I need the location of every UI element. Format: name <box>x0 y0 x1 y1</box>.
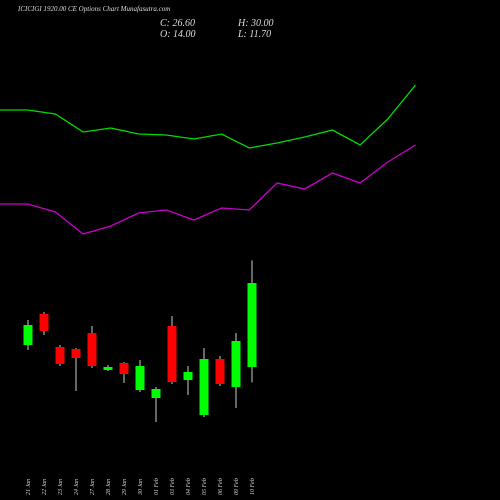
x-tick-label: 10 Feb <box>250 478 256 495</box>
x-tick-label: 21 Jan <box>26 479 32 495</box>
candle-body <box>215 359 225 384</box>
candle-body <box>151 389 161 398</box>
x-tick-label: 27 Jan <box>90 479 96 495</box>
candle-body <box>199 359 209 415</box>
candle-body <box>39 314 49 331</box>
x-tick-label: 06 Feb <box>218 478 224 495</box>
x-tick-label: 30 Jan <box>138 479 144 496</box>
candle-body <box>183 372 193 380</box>
ohlc-low: L: 11.70 <box>237 29 271 40</box>
candle-body <box>247 283 257 367</box>
chart-title: ICICIGI 1920.00 CE Options Chart Munafas… <box>17 5 170 13</box>
candle-body <box>103 367 113 370</box>
x-tick-label: 05 Feb <box>202 478 208 495</box>
candle-body <box>167 326 177 382</box>
ohlc-open: O: 14.00 <box>160 29 196 40</box>
candle-body <box>55 347 65 364</box>
x-tick-label: 22 Jan <box>42 479 48 495</box>
ohlc-high: H: 30.00 <box>237 18 274 29</box>
candle-body <box>87 333 97 366</box>
x-tick-label: 09 Feb <box>234 478 240 495</box>
candle-body <box>231 341 241 387</box>
x-tick-label: 23 Jan <box>58 479 64 495</box>
x-tick-label: 04 Feb <box>185 478 192 495</box>
candle-body <box>119 363 129 374</box>
x-tick-label: 24 Jan <box>73 479 80 495</box>
x-tick-label: 03 Feb <box>170 478 176 495</box>
indicator-line <box>0 144 416 235</box>
candle-body <box>135 366 145 390</box>
ohlc-close: C: 26.60 <box>160 18 195 29</box>
candle-body <box>23 325 33 345</box>
x-tick-label: 29 Jan <box>122 479 128 495</box>
indicator-line <box>0 84 417 149</box>
x-tick-label: 01 Feb <box>154 478 160 495</box>
x-tick-label: 28 Jan <box>106 479 112 495</box>
candle-body <box>71 349 81 358</box>
